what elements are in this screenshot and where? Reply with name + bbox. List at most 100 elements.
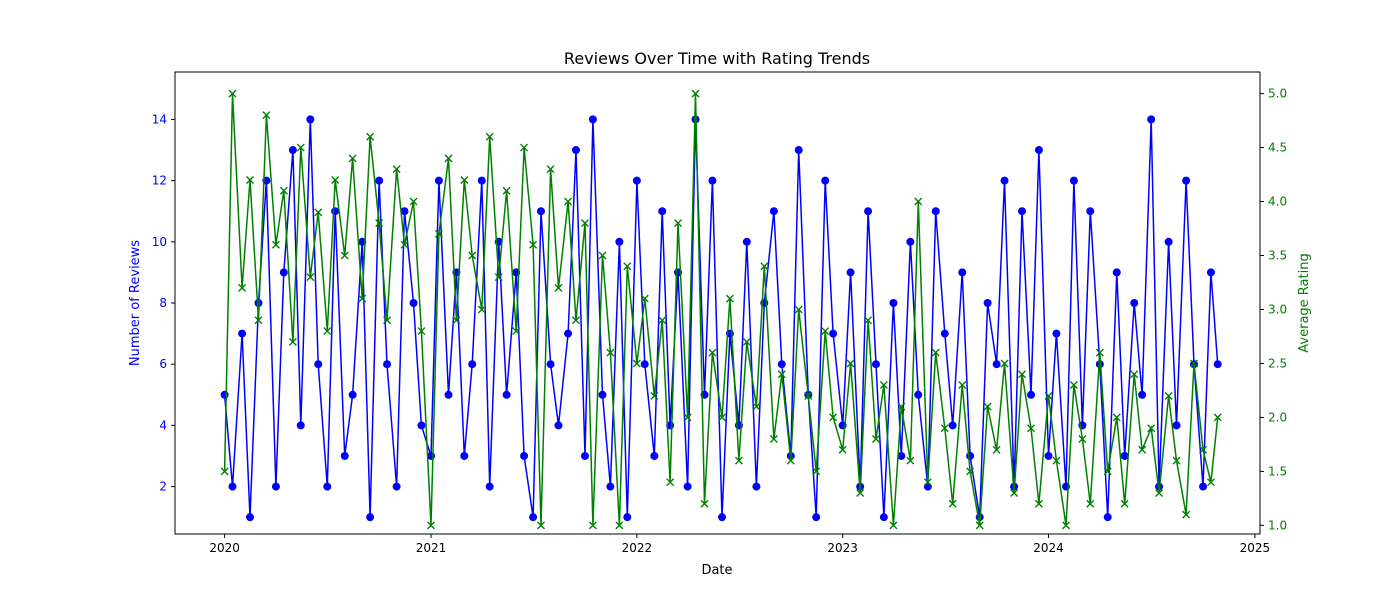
rating-point-stroke (666, 478, 675, 487)
rating-point-stroke (1044, 391, 1053, 400)
x-tick-label: 2021 (416, 541, 447, 555)
rating-point-stroke (623, 262, 632, 271)
rating-point (615, 521, 624, 530)
rating-point (1062, 521, 1071, 530)
rating-point (958, 381, 967, 390)
rating-point-stroke (1199, 445, 1208, 454)
rating-point (554, 283, 563, 292)
rating-point-stroke (958, 381, 967, 390)
rating-point-stroke (323, 327, 332, 336)
rating-point (786, 456, 795, 465)
rating-point (838, 445, 847, 454)
rating-point (1027, 424, 1036, 433)
reviews-point (658, 207, 667, 216)
rating-point-stroke (1069, 381, 1078, 390)
reviews-point (777, 360, 786, 369)
rating-point (238, 283, 247, 292)
rating-point-stroke (246, 175, 254, 184)
rating-point-stroke (923, 478, 932, 487)
series-group (220, 89, 1222, 530)
rating-point-stroke (725, 294, 734, 303)
rating-point (314, 208, 323, 217)
y-right-tick-label: 2.0 (1268, 410, 1287, 424)
rating-point-stroke (520, 143, 529, 152)
reviews-point (392, 482, 401, 491)
rating-point (794, 305, 803, 314)
rating-point (520, 143, 529, 152)
rating-point-stroke (468, 251, 477, 260)
rating-point (725, 294, 734, 303)
rating-point (262, 111, 271, 120)
rating-point-stroke (1018, 370, 1027, 379)
rating-point-stroke (804, 391, 813, 400)
rating-point-stroke (700, 499, 709, 508)
x-tick-label: 2023 (827, 541, 858, 555)
rating-point-stroke (228, 89, 237, 98)
rating-point-stroke (1172, 456, 1181, 465)
rating-point-stroke (417, 327, 426, 336)
rating-point-stroke (331, 175, 340, 184)
rating-point (889, 521, 898, 530)
rating-point (1182, 510, 1191, 519)
reviews-point (623, 513, 632, 522)
rating-point-stroke (1147, 424, 1156, 433)
reviews-point (1199, 482, 1208, 491)
y-left-tick-label: 8 (159, 296, 167, 310)
reviews-point (829, 329, 838, 338)
rating-point-stroke (220, 467, 229, 476)
reviews-point (1112, 268, 1121, 277)
rating-point (1147, 424, 1156, 433)
reviews-point (409, 299, 418, 307)
reviews-point (897, 451, 906, 460)
reviews-point (331, 207, 340, 216)
y-right-tick-label: 4.5 (1268, 141, 1287, 155)
rating-point (409, 197, 418, 206)
rating-point (306, 273, 315, 282)
rating-point-stroke (786, 456, 795, 465)
rating-point (923, 478, 932, 487)
rating-point-stroke (992, 445, 1001, 454)
rating-point-stroke (452, 316, 461, 325)
rating-point-stroke (650, 391, 659, 400)
rating-point-stroke (769, 435, 778, 444)
plot-frame (174, 71, 1261, 535)
rating-point-stroke (238, 283, 247, 292)
reviews-point (1000, 176, 1009, 185)
rating-point (871, 435, 880, 444)
rating-point-stroke (306, 273, 315, 282)
x-tick-label: 2025 (1240, 541, 1271, 555)
rating-point (571, 316, 580, 325)
rating-point-stroke (392, 165, 401, 174)
rating-point-stroke (262, 111, 271, 120)
rating-point (588, 521, 597, 530)
reviews-point (554, 421, 563, 430)
rating-point (331, 175, 340, 184)
rating-point-stroke (674, 219, 683, 228)
rating-point-stroke (931, 348, 940, 357)
reviews-point (348, 390, 357, 399)
rating-point (856, 488, 865, 497)
rating-point-stroke (512, 327, 521, 336)
reviews-point (1182, 176, 1191, 185)
rating-point-stroke (691, 89, 700, 98)
rating-point (640, 294, 649, 303)
rating-point (1120, 499, 1129, 508)
rating-point (1206, 478, 1215, 487)
rating-point-stroke (427, 521, 436, 530)
rating-point-stroke (580, 219, 589, 228)
reviews-point (434, 176, 443, 185)
rating-point-stroke (314, 208, 323, 217)
rating-point (906, 456, 915, 465)
reviews-point (529, 513, 538, 522)
rating-point (392, 165, 401, 174)
rating-point (734, 456, 743, 465)
rating-point (897, 402, 906, 411)
rating-point-stroke (1078, 435, 1087, 444)
rating-point (864, 316, 873, 325)
rating-point (546, 165, 555, 174)
rating-point (288, 337, 297, 346)
rating-point (358, 294, 367, 303)
reviews-point (288, 146, 297, 155)
reviews-point (485, 482, 494, 491)
